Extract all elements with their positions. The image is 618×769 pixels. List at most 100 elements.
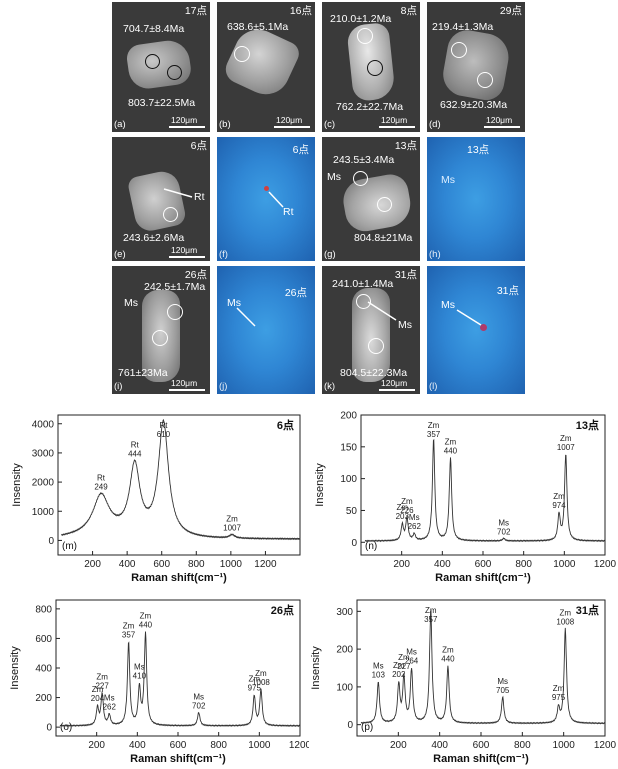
point-label: 13点 [467,144,490,156]
y-tick-label: 200 [35,693,52,704]
point-label: 6点 [292,144,309,156]
peak-value-label: 202 [392,670,406,679]
peak-value-label: 264 [405,657,419,666]
y-tick-label: 100 [340,474,357,485]
peak-mineral-label: Ms [497,677,508,686]
mineral-label: Ms [441,174,455,186]
mineral-label: Rt [194,191,205,203]
analysis-spot [368,338,384,354]
scale-bar [274,126,310,128]
point-label: 26点 [184,269,207,281]
panel-e: 6点 Rt 243.6±2.6Ma (e) 120μm [112,137,210,261]
raman-chart-n: 200 400 600 800 1000 1200 0 50 100 150 200 Raman sh… [314,411,617,585]
analysis-spot [167,65,182,80]
x-tick-label: 400 [119,559,136,570]
peak-value-label: 410 [133,672,147,681]
scale-bar-label: 120μm [381,115,408,125]
analysis-spot [145,54,160,69]
analysis-spot [163,207,178,222]
panel-letter: (k) [324,381,336,392]
pointer-arrow [367,301,397,321]
peak-mineral-label: Zm [425,606,437,615]
y-tick-label: 0 [46,723,52,734]
age-label: 241.0±1.4Ma [332,278,394,290]
pointer-arrow [456,309,482,326]
point-label: 26点 [284,287,307,299]
panel-c: 8点 210.0±1.2Ma 762.2±22.7Ma (c) 120μm [322,2,420,132]
panel-letter: (a) [114,119,126,130]
peak-mineral-label: Zm [553,684,565,693]
mineral-label: Ms [327,171,341,183]
panel-letter: (h) [429,249,441,260]
x-tick-label: 200 [393,559,410,570]
age-label: 638.6±5.1Ma [227,21,289,33]
chart-point-label: 26点 [271,603,294,617]
y-tick-label: 150 [340,442,357,453]
y-axis-label: Insensity [314,463,326,507]
point-label: 31点 [496,285,519,297]
x-tick-label: 1000 [553,559,576,570]
y-tick-label: 300 [336,607,353,618]
peak-value-label: 1007 [557,443,575,452]
peak-mineral-label: Zm [96,673,108,682]
peak-value-label: 975 [248,684,262,693]
scale-bar [169,126,205,128]
peak-mineral-label: Zm [393,661,405,670]
raman-chart-p: 200 400 600 800 1000 1200 0 100 200 300 Raman shif… [310,599,617,765]
scale-bar [169,256,205,258]
analysis-spot [234,46,250,62]
raman-chart-o: 200 400 600 800 1000 1200 0 200 400 600 800 Raman s… [9,599,309,765]
inclusion-spot [480,324,487,331]
x-tick-label: 800 [515,559,532,570]
point-label: 29点 [499,5,522,17]
y-tick-label: 3000 [32,448,55,459]
zircon-grain [439,27,513,103]
peak-mineral-label: Ms [193,692,204,701]
point-label: 6点 [190,140,207,152]
peak-value-label: 705 [496,686,510,695]
peak-value-label: 1008 [556,617,574,626]
x-tick-label: 200 [88,740,105,751]
panel-i: 26点 242.5±1.7Ma Ms 761±23Ma (i) 120μm [112,266,210,394]
age-label: 761±23Ma [118,367,168,379]
panel-l: 31点 Ms (l) [427,266,525,394]
peak-mineral-label: Zm [140,612,152,621]
raman-chart-m: 200 400 600 800 1000 1200 0 1000 2000 3000 4000 Ram… [11,414,301,584]
peak-value-label: 227 [95,682,109,691]
age-label: 243.5±3.4Ma [333,154,395,166]
panel-letter: (l) [429,381,438,392]
peak-mineral-label: Zm [396,503,408,512]
chart-panel-letter: (p) [361,722,373,733]
peak-value-label: 227 [397,662,411,671]
peak-mineral-label: Ms [409,513,420,522]
peak-mineral-label: Ms [104,693,115,702]
y-axis-label: Insensity [11,463,23,507]
mineral-label: Ms [124,297,138,309]
panel-g: 13点 243.5±3.4Ma Ms 804.8±21Ma (g) [322,137,420,261]
x-tick-label: 1000 [248,740,271,751]
peak-mineral-label: Zm [398,653,410,662]
y-tick-label: 200 [336,645,353,656]
pointer-arrow [163,188,193,198]
peak-value-label: 226 [400,506,414,515]
x-tick-label: 1000 [220,559,243,570]
peak-value-label: 262 [408,522,422,531]
x-axis-label: Raman shift(cm⁻¹) [435,572,531,584]
panel-letter: (j) [219,381,228,392]
spectrum-line [360,609,606,725]
peak-value-label: 702 [497,527,511,536]
panel-letter: (c) [324,119,336,130]
y-axis-label: Insensity [310,646,322,690]
peak-mineral-label: Zm [123,622,135,631]
peak-value-label: 974 [552,501,566,510]
x-tick-label: 1200 [289,740,309,751]
y-tick-label: 0 [48,536,54,547]
x-tick-label: 600 [475,559,492,570]
x-axis-label: Raman shift(cm⁻¹) [131,572,227,584]
y-tick-label: 0 [347,720,353,731]
analysis-spot [356,294,371,309]
x-tick-label: 400 [434,559,451,570]
scale-bar-label: 120μm [171,115,198,125]
x-tick-label: 800 [210,740,227,751]
spectrum-line [59,631,301,728]
